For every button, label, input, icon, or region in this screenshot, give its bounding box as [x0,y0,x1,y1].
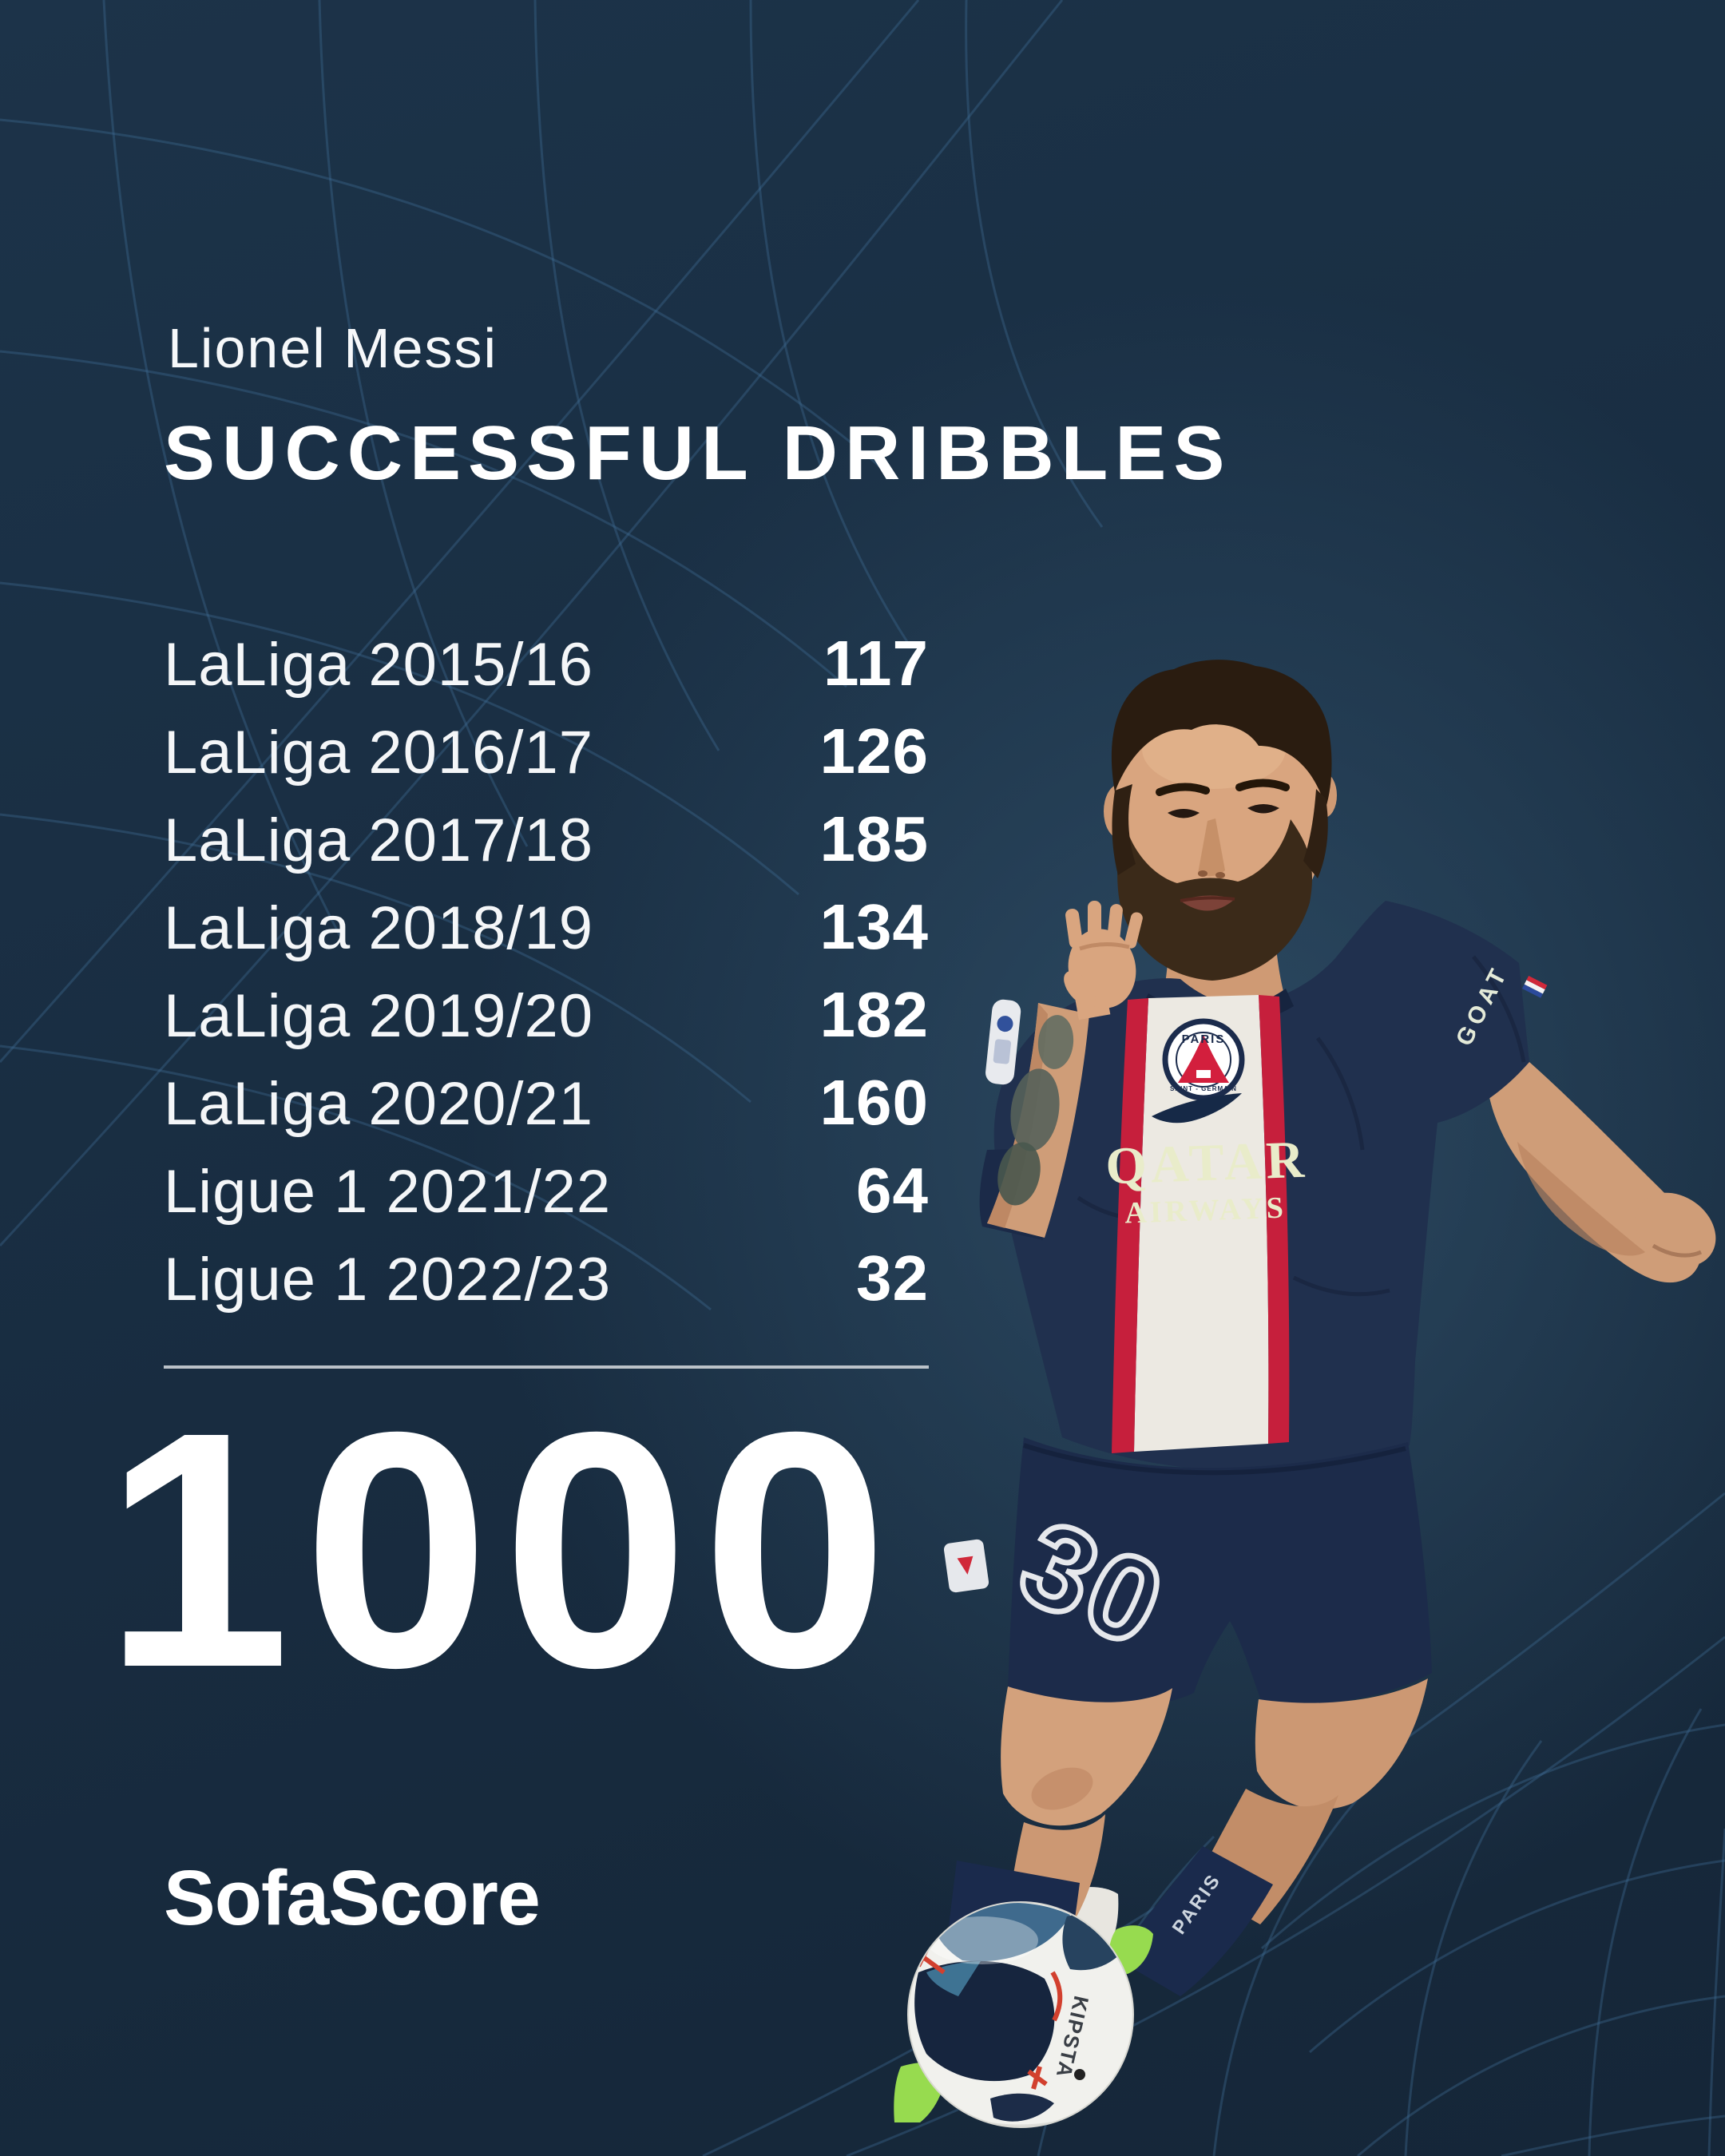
stat-label: LaLiga 2015/16 [164,631,594,699]
french-flag-patch [1522,975,1548,998]
player-jersey: PARIS SAINT - GERMAIN QATAR AIRWAYS GOAT [979,901,1548,1471]
psg-crest-icon: PARIS SAINT - GERMAIN [1162,1018,1245,1101]
stat-row: Ligue 1 2021/22 64 [164,1147,929,1235]
stat-value: 182 [819,979,929,1050]
stat-row: LaLiga 2017/18 185 [164,795,929,883]
player-left-leg: PARIS [1063,1678,1428,1996]
stats-list: LaLiga 2015/16 117 LaLiga 2016/17 126 La… [164,620,929,1322]
stat-row: LaLiga 2020/21 160 [164,1059,929,1147]
stat-label: LaLiga 2017/18 [164,807,594,874]
league-sleeve-badge [985,999,1021,1085]
stat-label: Ligue 1 2022/23 [164,1246,612,1314]
stat-row: LaLiga 2016/17 126 [164,707,929,795]
page-title: SUCCESSFUL DRIBBLES [164,410,1232,496]
stat-label: LaLiga 2018/19 [164,894,594,962]
player-photo: PARIS SAINT - GERMAIN QATAR AIRWAYS GOAT [894,660,1716,2128]
crest-saint-germain-text: SAINT - GERMAIN [1170,1085,1237,1092]
sofascore-logo: SofaScore [164,1854,541,1941]
player-name-label: Lionel Messi [168,317,498,379]
stat-row: Ligue 1 2022/23 32 [164,1235,929,1322]
stat-value: 134 [819,891,929,962]
football: KIPSTA [907,1901,1134,2128]
stat-row: LaLiga 2019/20 182 [164,971,929,1059]
stat-value: 160 [819,1067,929,1138]
stat-row: LaLiga 2018/19 134 [164,883,929,971]
jersey-sponsor-line2: AIRWAYS [1124,1191,1287,1230]
divider [164,1365,929,1369]
stat-value: 185 [819,803,929,874]
jersey-sponsor-line1: QATAR [1104,1131,1309,1196]
stat-value: 32 [856,1242,929,1314]
player-left-arm [1487,1038,1716,1283]
crest-paris-text: PARIS [1182,1032,1226,1046]
player-shorts: 30 [943,1437,1432,1707]
grid-pattern-top-left [0,0,1104,1311]
stat-value: 117 [823,628,929,699]
stat-value: 64 [856,1155,929,1226]
stat-label: Ligue 1 2021/22 [164,1158,612,1226]
stat-row: LaLiga 2015/16 117 [164,620,929,707]
total-value: 1000 [104,1363,902,1738]
stat-value: 126 [819,715,929,787]
player-right-arm [987,901,1143,1238]
nike-swoosh-icon [1152,1093,1242,1124]
stat-label: LaLiga 2020/21 [164,1070,594,1138]
stat-label: LaLiga 2019/20 [164,982,594,1050]
player-head [1104,660,1337,981]
stat-label: LaLiga 2016/17 [164,719,594,787]
